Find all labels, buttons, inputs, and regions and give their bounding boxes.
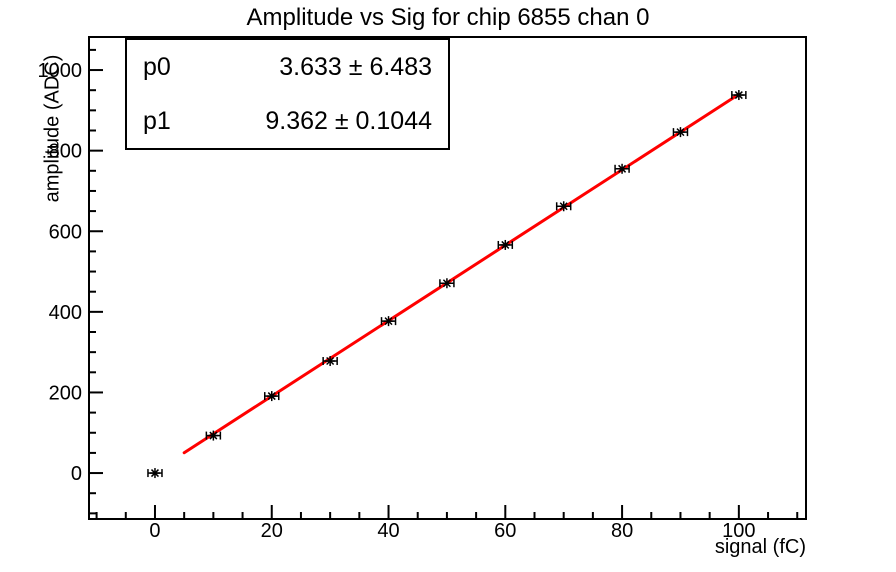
stats-param-name: p0: [143, 52, 171, 81]
data-point: [263, 391, 280, 402]
marker-stroke: [501, 240, 510, 249]
stats-param-value: 9.362 ± 0.1044: [265, 106, 432, 135]
marker-stroke: [384, 317, 393, 326]
marker-stroke: [676, 128, 685, 137]
x-tick-label: 20: [261, 520, 283, 542]
marker-stroke: [559, 202, 568, 211]
fit-line: [182, 92, 741, 455]
y-tick-label: 0: [71, 463, 82, 485]
marker-stroke: [326, 356, 335, 366]
data-point: [497, 239, 514, 250]
data-point: [380, 316, 397, 327]
chart-title: Amplitude vs Sig for chip 6855 chan 0: [246, 4, 650, 31]
data-point: [322, 356, 338, 367]
marker-stroke: [618, 164, 627, 173]
y-tick-label: 400: [49, 302, 82, 324]
x-tick-label: 0: [149, 520, 160, 542]
stats-row-p0: p0 3.633 ± 6.483: [127, 53, 448, 82]
marker-stroke: [442, 279, 451, 288]
data-point: [147, 468, 163, 479]
y-tick-label: 200: [49, 382, 82, 404]
marker-stroke: [734, 91, 743, 100]
y-tick-label: 800: [49, 141, 82, 163]
y-axis-title: amplitude (ADC): [41, 54, 64, 203]
fit-stats-box: p0 3.633 ± 6.483 p1 9.362 ± 0.1044: [125, 38, 450, 150]
stats-row-p1: p1 9.362 ± 0.1044: [127, 107, 448, 136]
x-tick-label: 60: [494, 520, 516, 542]
data-point: [672, 127, 689, 138]
stats-param-value: 3.633 ± 6.483: [279, 52, 432, 81]
data-point: [731, 90, 747, 101]
marker-stroke: [267, 392, 276, 401]
y-tick-label: 1000: [38, 60, 83, 82]
marker-stroke: [150, 469, 160, 478]
x-tick-label: 40: [377, 520, 399, 542]
data-point: [555, 201, 572, 212]
x-tick-label: 80: [611, 520, 633, 542]
stats-param-name: p1: [143, 106, 171, 135]
marker-stroke: [209, 431, 218, 440]
x-tick-label: 100: [722, 520, 755, 542]
y-tick-label: 600: [49, 221, 82, 243]
data-point: [205, 430, 222, 441]
data-point: [439, 278, 455, 289]
x-axis-title: signal (fC): [714, 536, 806, 558]
data-point: [614, 163, 630, 174]
